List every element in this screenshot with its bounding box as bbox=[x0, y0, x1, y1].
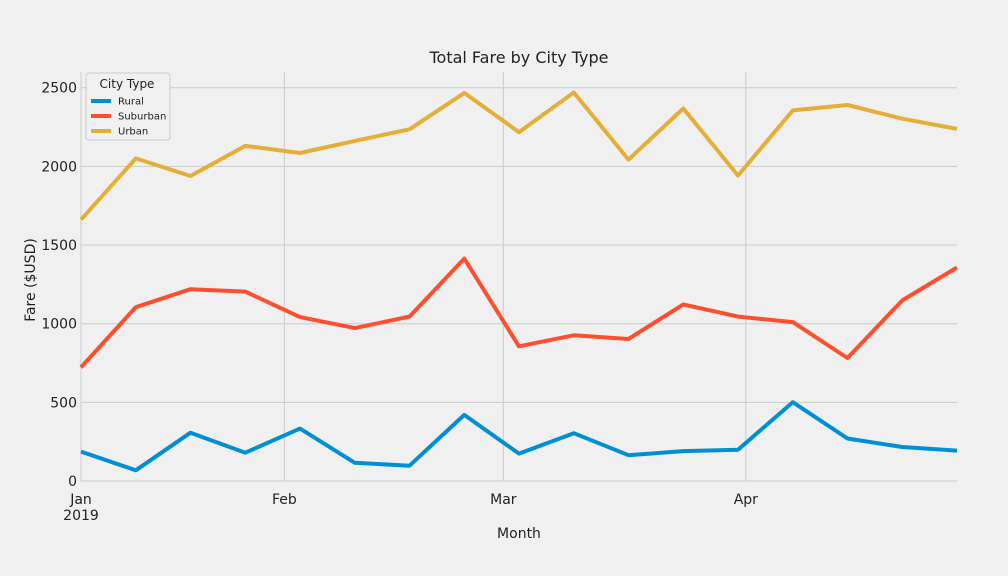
legend-title: City Type bbox=[100, 77, 155, 91]
x-axis-title: Month bbox=[497, 526, 541, 542]
x-tick-label: Jan bbox=[69, 492, 92, 508]
x-tick-sublabel: 2019 bbox=[63, 508, 99, 524]
legend-items: Rural Suburban Urban bbox=[91, 97, 166, 138]
series-line-urban bbox=[79, 90, 958, 222]
x-tick-label: Apr bbox=[734, 492, 758, 508]
x-tick-label: Feb bbox=[272, 492, 297, 508]
legend-label-suburban: Suburban bbox=[118, 112, 166, 123]
series-line-suburban bbox=[79, 256, 959, 369]
legend: City Type Rural Suburban Urban bbox=[85, 72, 171, 141]
y-axis-title: Fare ($USD) bbox=[23, 238, 39, 322]
grid bbox=[80, 72, 957, 482]
y-tick-label: 2000 bbox=[41, 159, 77, 175]
legend-label-urban: Urban bbox=[118, 127, 148, 138]
legend-box bbox=[85, 72, 171, 141]
legend-label-rural: Rural bbox=[118, 97, 144, 108]
chart-title: Total Fare by City Type bbox=[428, 48, 608, 67]
series-lines bbox=[79, 90, 959, 473]
y-tick-label: 1000 bbox=[41, 317, 77, 333]
y-tick-label: 2500 bbox=[41, 81, 77, 97]
y-tick-label: 1500 bbox=[41, 238, 77, 254]
y-tick-label: 500 bbox=[50, 395, 77, 411]
series-line-rural bbox=[80, 400, 958, 473]
x-tick-label: Mar bbox=[490, 492, 517, 508]
y-tick-label: 0 bbox=[68, 474, 77, 490]
